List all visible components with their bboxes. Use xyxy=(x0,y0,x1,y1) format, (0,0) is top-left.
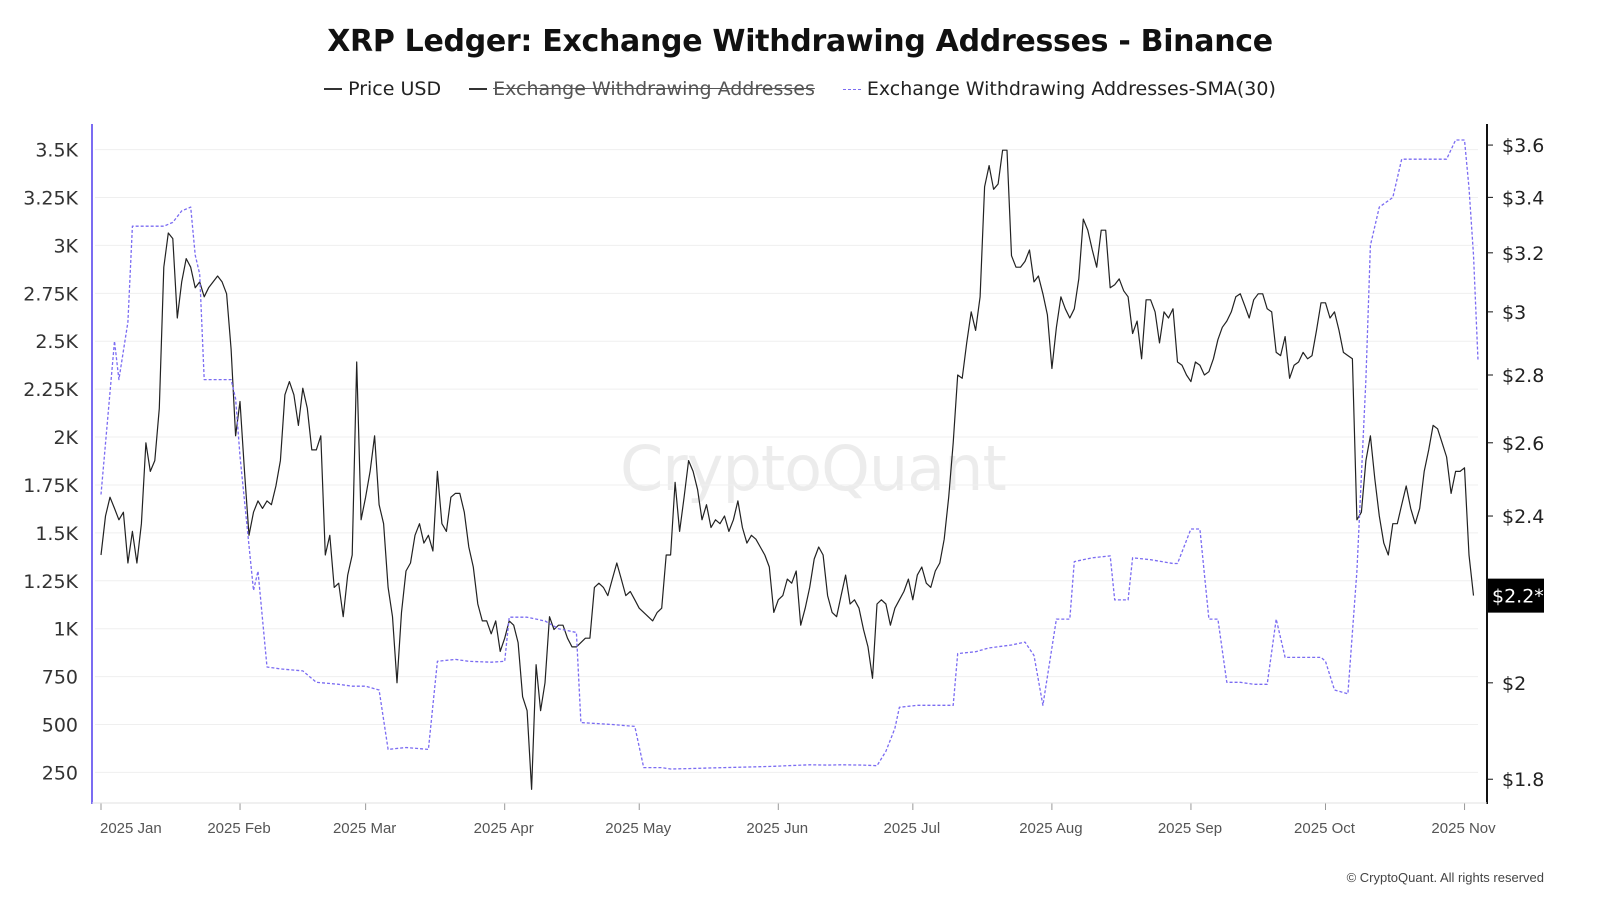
grid-lines xyxy=(95,149,1478,773)
y-left-tick-label: 3.5K xyxy=(35,140,78,162)
legend-label-sma30: Exchange Withdrawing Addresses-SMA(30) xyxy=(866,78,1276,100)
y-left-tick-label: 2K xyxy=(53,427,78,449)
y-left-tick-label: 3K xyxy=(53,235,78,257)
x-tick-label: 2025 Feb xyxy=(207,820,270,837)
y-right-tick-label: $3.4 xyxy=(1502,187,1544,209)
x-tick-label: 2025 Mar xyxy=(333,820,396,837)
legend-item-withdrawing-addresses[interactable]: Exchange Withdrawing Addresses xyxy=(469,78,815,100)
price-usd-line xyxy=(100,149,1475,791)
legend-item-price[interactable]: Price USD xyxy=(324,78,441,100)
legend-label-withdrawing-addresses: Exchange Withdrawing Addresses xyxy=(493,78,815,100)
y-right-tick-label: $3.2 xyxy=(1502,243,1544,265)
x-tick-label: 2025 Oct xyxy=(1294,820,1356,837)
x-tick-label: 2025 May xyxy=(605,820,671,837)
y-left-tick-label: 1.75K xyxy=(23,475,78,497)
y-left-tick-label: 1.5K xyxy=(35,523,78,545)
legend-label-price: Price USD xyxy=(348,78,442,100)
legend-swatch-solid-icon xyxy=(469,88,488,90)
y-left-tick-label: 1K xyxy=(53,619,78,641)
chart-legend: Price USD Exchange Withdrawing Addresses… xyxy=(0,78,1600,100)
x-tick-label: 2025 Jun xyxy=(746,820,808,837)
series-layer xyxy=(100,139,1479,791)
y-left-tick-label: 2.75K xyxy=(23,283,78,305)
sma30-line xyxy=(100,139,1479,770)
x-tick-label: 2025 Apr xyxy=(474,820,534,837)
y-left-tick-label: 2.5K xyxy=(35,331,78,353)
y-left-tick-label: 3.25K xyxy=(23,187,78,209)
legend-swatch-solid-icon xyxy=(324,88,343,90)
x-tick-label: 2025 Nov xyxy=(1431,820,1496,837)
y-right-tick-label: $1.8 xyxy=(1502,769,1544,791)
current-price-label: $2.2* xyxy=(1492,586,1544,608)
y-right-tick-label: $3 xyxy=(1502,302,1526,324)
legend-item-sma30[interactable]: Exchange Withdrawing Addresses-SMA(30) xyxy=(842,78,1276,100)
x-tick-label: 2025 Jan xyxy=(100,820,162,837)
y-right-tick-label: $3.6 xyxy=(1502,135,1544,157)
axes xyxy=(91,124,1493,810)
current-price-badge-bg xyxy=(1488,578,1544,613)
y-left-tick-label: 500 xyxy=(42,715,78,737)
y-left-tick-label: 1.25K xyxy=(23,571,78,593)
current-price-badge: $2.2* xyxy=(1488,578,1544,613)
y-right-tick-label: $2.6 xyxy=(1502,433,1544,455)
x-tick-label: 2025 Sep xyxy=(1158,820,1222,837)
legend-swatch-dashed-icon xyxy=(842,88,861,90)
axis-labels: 250 500 750 1K 1.25K 1.5K 1.75K 2K 2.25K 2.5K 2.75… xyxy=(23,135,1544,837)
y-left-tick-label: 750 xyxy=(42,667,78,689)
y-left-tick-label: 2.25K xyxy=(23,379,78,401)
x-tick-label: 2025 Aug xyxy=(1019,820,1082,837)
y-right-tick-label: $2.4 xyxy=(1502,506,1544,528)
copyright-notice: © CryptoQuant. All rights reserved xyxy=(1346,870,1544,885)
chart-title: XRP Ledger: Exchange Withdrawing Address… xyxy=(327,24,1273,59)
y-left-tick-label: 250 xyxy=(42,762,78,784)
x-tick-label: 2025 Jul xyxy=(883,820,940,837)
y-right-tick-label: $2 xyxy=(1502,673,1526,695)
y-right-tick-label: $2.8 xyxy=(1502,365,1544,387)
